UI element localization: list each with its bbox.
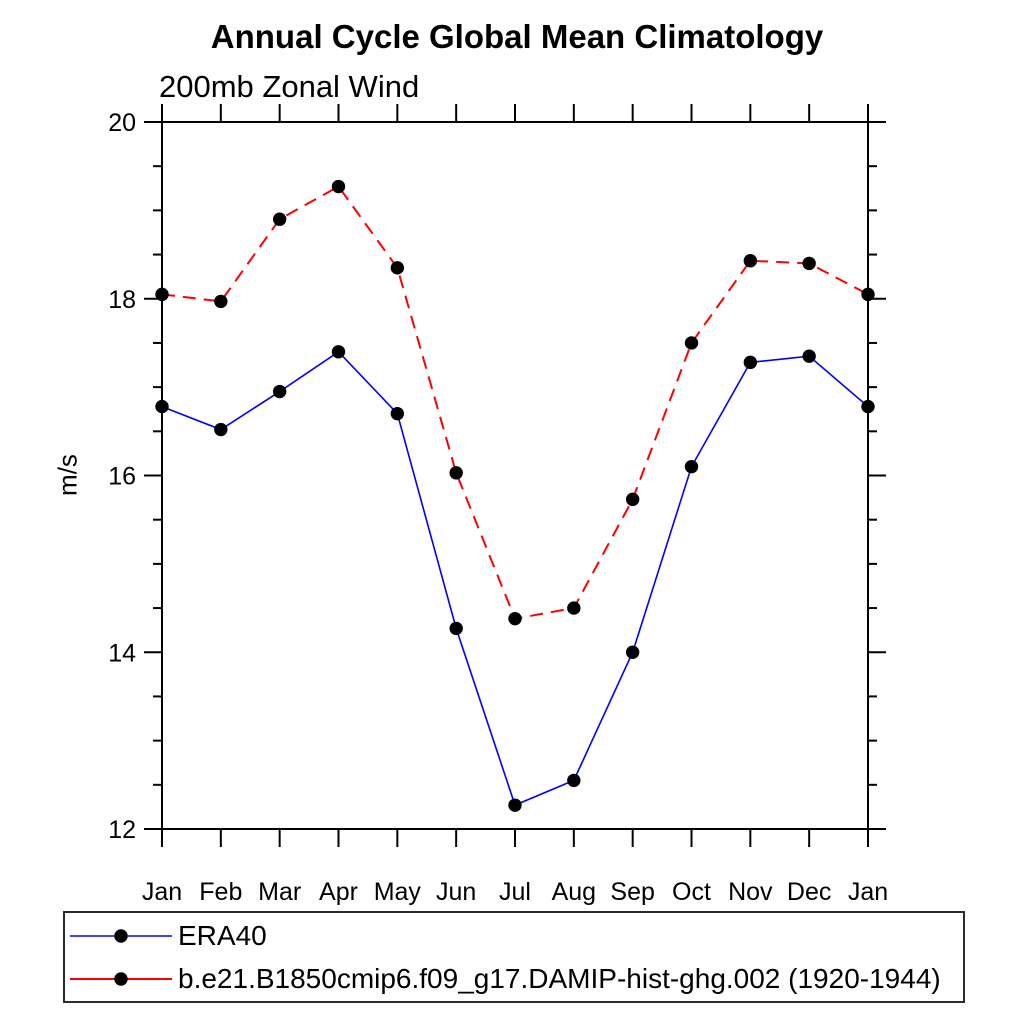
x-tick-label: Oct: [672, 878, 711, 906]
data-point-model-jul: [508, 611, 522, 626]
legend-line-sample-solid: [70, 929, 172, 943]
data-point-model-dec: [802, 256, 816, 271]
data-point-era40-jul: [508, 798, 522, 812]
data-point-era40-aug: [567, 773, 581, 788]
data-point-era40-jan: [155, 399, 169, 414]
data-point-model-oct: [684, 336, 699, 350]
y-tick-label: 18: [108, 286, 136, 314]
y-tick-label: 12: [108, 816, 136, 844]
data-point-era40-jan: [861, 399, 875, 414]
legend-label-model: b.e21.B1850cmip6.f09_g17.DAMIP-hist-ghg.…: [178, 963, 941, 994]
data-point-era40-may: [390, 406, 405, 421]
data-point-model-aug: [567, 601, 581, 615]
x-tick-label: Jul: [499, 878, 531, 906]
data-point-model-jun: [449, 466, 463, 480]
x-tick-label: Feb: [199, 878, 242, 906]
series-line-model: [161, 185, 869, 620]
data-point-model-sep: [625, 492, 640, 507]
x-tick-label: Mar: [258, 878, 301, 906]
data-point-era40-apr: [331, 345, 346, 359]
data-point-era40-dec: [802, 349, 816, 363]
data-point-era40-feb: [214, 422, 228, 437]
x-tick-label: Nov: [728, 878, 773, 906]
x-tick-label: Dec: [787, 878, 831, 906]
x-tick-label: Jan: [848, 878, 888, 906]
data-point-era40-mar: [272, 384, 287, 399]
data-point-model-nov: [743, 254, 758, 268]
data-point-model-jan: [861, 287, 875, 302]
x-tick-label: Jan: [142, 878, 182, 906]
legend-box: ERA40 b.e21.B1850cmip6.f09_g17.DAMIP-his…: [63, 911, 965, 1003]
x-tick-label: Apr: [319, 878, 358, 906]
data-point-model-mar: [272, 212, 287, 226]
x-tick-label: Jun: [436, 878, 476, 906]
data-point-model-jan: [155, 287, 169, 302]
x-tick-label: May: [374, 878, 422, 906]
legend-marker-dot: [114, 929, 128, 943]
data-point-era40-jun: [449, 621, 463, 636]
y-tick-label: 20: [108, 109, 136, 137]
series-line-era40: [161, 350, 869, 807]
data-point-model-may: [390, 261, 405, 275]
data-point-model-feb: [214, 294, 228, 309]
y-tick-label: 14: [108, 639, 136, 667]
data-point-era40-nov: [743, 355, 758, 370]
legend-item-model: b.e21.B1850cmip6.f09_g17.DAMIP-hist-ghg.…: [65, 963, 941, 994]
legend-item-era40: ERA40: [65, 920, 267, 951]
y-tick-label: 16: [108, 463, 136, 491]
legend-marker-dot: [114, 972, 128, 986]
data-point-era40-sep: [625, 645, 640, 659]
chart-subtitle: 200mb Zonal Wind: [159, 69, 420, 104]
legend-label-era40: ERA40: [178, 920, 267, 951]
x-tick-label: Aug: [552, 878, 596, 906]
legend-line-sample-dashed: [70, 972, 172, 986]
plot-frame: [161, 121, 869, 830]
data-point-model-apr: [331, 179, 346, 194]
x-tick-label: Sep: [610, 878, 654, 906]
data-point-era40-oct: [684, 459, 699, 474]
chart-title: Annual Cycle Global Mean Climatology: [210, 18, 824, 55]
